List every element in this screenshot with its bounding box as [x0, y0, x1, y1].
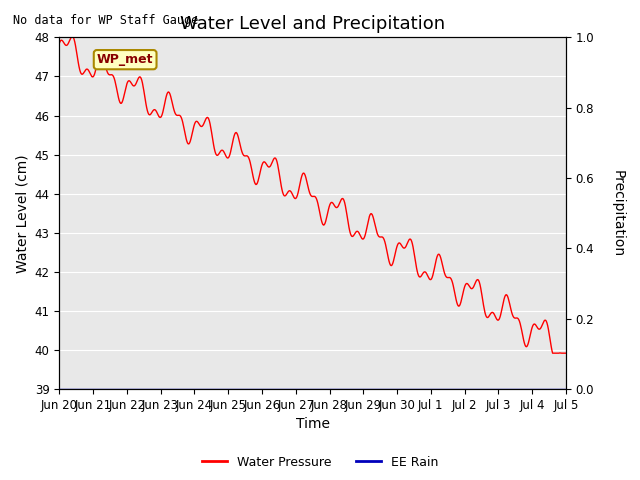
- Text: WP_met: WP_met: [97, 53, 154, 66]
- Text: No data for WP Staff Gauge: No data for WP Staff Gauge: [13, 14, 198, 27]
- Y-axis label: Precipitation: Precipitation: [611, 169, 625, 257]
- Legend: Water Pressure, EE Rain: Water Pressure, EE Rain: [196, 451, 444, 474]
- Y-axis label: Water Level (cm): Water Level (cm): [15, 154, 29, 273]
- Title: Water Level and Precipitation: Water Level and Precipitation: [180, 15, 445, 33]
- X-axis label: Time: Time: [296, 418, 330, 432]
